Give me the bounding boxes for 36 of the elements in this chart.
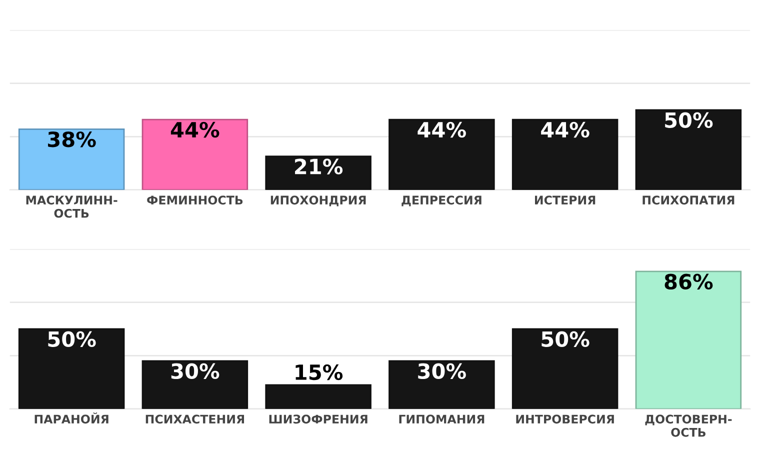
x-tick-label: ПСИХОПАТИЯ [642, 196, 734, 205]
bar [388, 360, 495, 409]
data-label: 30% [171, 363, 220, 380]
data-label: 50% [48, 331, 96, 348]
data-label: 44% [541, 122, 590, 138]
data-label: 44% [418, 122, 466, 138]
x-tick-label: ИПОХОНДРИЯ [270, 196, 366, 206]
bar [18, 328, 125, 409]
bar [512, 328, 618, 409]
bar [18, 128, 125, 190]
data-label: 44% [170, 122, 220, 138]
bar [142, 118, 248, 190]
x-tick-label: ИСТЕРИЯ [535, 196, 596, 205]
data-label: 38% [48, 131, 96, 148]
x-tick-label: ДОСТОВЕРН- ОСТЬ [645, 414, 732, 437]
data-label: 15% [296, 364, 343, 380]
data-label: 50% [665, 112, 713, 128]
x-tick-label: ПАРАНОЙЯ [34, 412, 108, 424]
bar [142, 360, 248, 409]
x-tick-label: ФЕМИННОСТЬ [147, 196, 243, 205]
x-tick-label: ГИПОМАНИЯ [399, 414, 484, 424]
bar [635, 109, 742, 190]
data-label: 50% [542, 331, 590, 348]
bar [512, 118, 618, 190]
bar [265, 156, 372, 190]
bar [388, 118, 495, 190]
bar [635, 270, 742, 409]
x-tick-label: МАСКУЛИНН- ОСТЬ [26, 196, 118, 218]
x-tick-label: ПСИХАСТЕНИЯ [146, 414, 244, 424]
x-tick-label: ШИЗОФРЕНИЯ [269, 414, 368, 424]
data-label: 30% [418, 363, 466, 380]
x-tick-label: ИНТРОВЕРСИЯ [516, 414, 614, 424]
data-label: 21% [295, 158, 343, 174]
x-tick-label: ДЕПРЕССИЯ [402, 196, 482, 206]
data-label: 86% [664, 274, 713, 290]
bar [265, 384, 372, 409]
